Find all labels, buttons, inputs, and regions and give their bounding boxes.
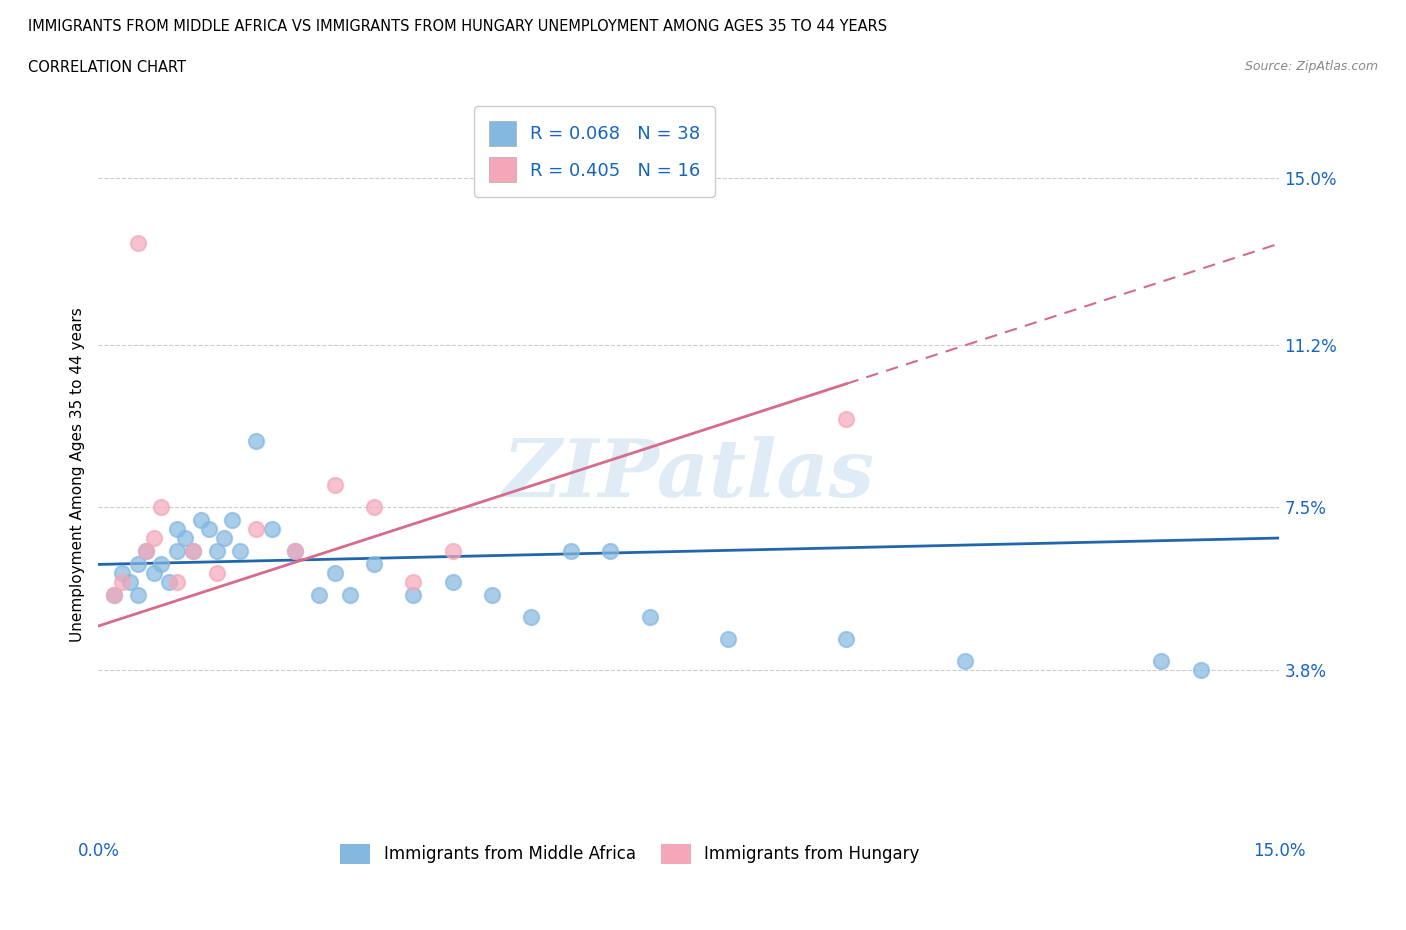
Point	[205, 544, 228, 559]
Point	[835, 412, 858, 427]
Point	[127, 236, 149, 251]
Point	[103, 588, 125, 603]
Point	[953, 654, 976, 669]
Point	[157, 575, 180, 590]
Point	[284, 544, 307, 559]
Point	[214, 531, 236, 546]
Point	[323, 565, 346, 580]
Point	[323, 478, 346, 493]
Point	[103, 588, 125, 603]
Point	[135, 544, 157, 559]
Point	[135, 544, 157, 559]
Point	[142, 531, 165, 546]
Text: Source: ZipAtlas.com: Source: ZipAtlas.com	[1244, 60, 1378, 73]
Text: IMMIGRANTS FROM MIDDLE AFRICA VS IMMIGRANTS FROM HUNGARY UNEMPLOYMENT AMONG AGES: IMMIGRANTS FROM MIDDLE AFRICA VS IMMIGRA…	[28, 19, 887, 33]
Point	[560, 544, 582, 559]
Point	[111, 565, 134, 580]
Point	[181, 544, 204, 559]
Point	[166, 575, 188, 590]
Point	[205, 565, 228, 580]
Y-axis label: Unemployment Among Ages 35 to 44 years: Unemployment Among Ages 35 to 44 years	[69, 307, 84, 642]
Point	[166, 522, 188, 537]
Legend: Immigrants from Middle Africa, Immigrants from Hungary: Immigrants from Middle Africa, Immigrant…	[332, 835, 928, 872]
Point	[197, 522, 219, 537]
Point	[599, 544, 621, 559]
Point	[245, 434, 267, 449]
Point	[717, 631, 740, 646]
Point	[190, 513, 212, 528]
Point	[118, 575, 141, 590]
Text: ZIPatlas: ZIPatlas	[503, 435, 875, 513]
Point	[229, 544, 252, 559]
Point	[339, 588, 361, 603]
Point	[363, 557, 385, 572]
Point	[245, 522, 267, 537]
Point	[181, 544, 204, 559]
Point	[441, 575, 464, 590]
Point	[174, 531, 197, 546]
Point	[221, 513, 243, 528]
Point	[638, 610, 661, 625]
Point	[363, 499, 385, 514]
Point	[111, 575, 134, 590]
Point	[402, 588, 425, 603]
Point	[835, 631, 858, 646]
Point	[142, 565, 165, 580]
Point	[166, 544, 188, 559]
Point	[127, 557, 149, 572]
Point	[402, 575, 425, 590]
Text: CORRELATION CHART: CORRELATION CHART	[28, 60, 186, 75]
Point	[520, 610, 543, 625]
Point	[150, 557, 173, 572]
Point	[260, 522, 283, 537]
Point	[284, 544, 307, 559]
Point	[308, 588, 330, 603]
Point	[481, 588, 503, 603]
Point	[1150, 654, 1173, 669]
Point	[441, 544, 464, 559]
Point	[150, 499, 173, 514]
Point	[1189, 662, 1212, 677]
Point	[127, 588, 149, 603]
